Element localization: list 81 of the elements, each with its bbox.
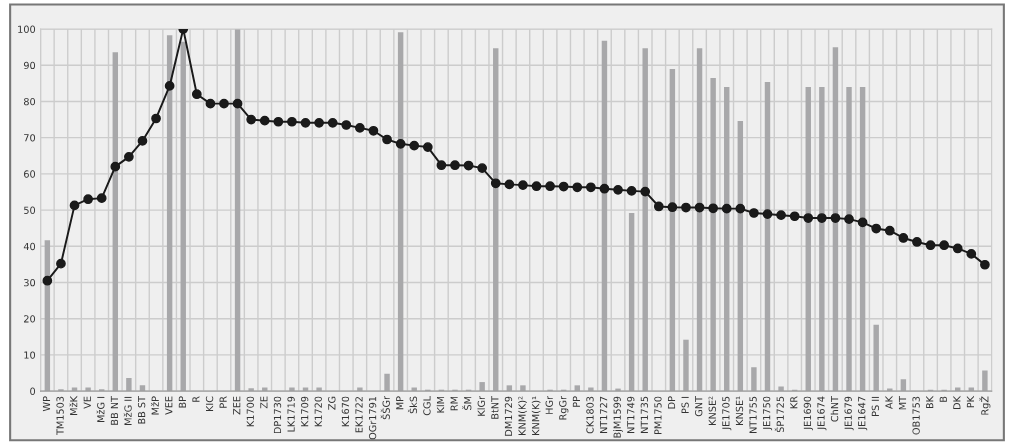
y-tick-label: 70 [24,134,36,142]
x-tick-label: HGr [545,395,553,414]
y-tick-label: 100 [18,25,36,33]
x-tick-label: NT1735 [640,396,649,433]
x-tick-label: K1709 [300,396,309,427]
y-tick-label: 20 [24,315,36,323]
y-tick-label: 10 [24,351,36,359]
x-tick-label: MP [396,396,404,410]
x-tick-label: BjM1599 [613,396,623,438]
y-tick-label: 90 [23,61,36,70]
y-tick-label: 50 [24,206,36,214]
x-tick-label: RM [450,396,458,411]
x-tick-label: K1720 [314,396,322,427]
x-tick-label: KNSE¹ [735,396,744,425]
x-tick-label: KNM(K)¹ [531,396,541,435]
x-tick-label: JE1705 [722,396,732,431]
x-tick-label: DM1729 [504,396,513,436]
x-tick-label: PP [572,396,580,407]
x-tick-label: MžG I [96,396,105,423]
x-tick-label: NT1749 [627,396,635,433]
x-tick-label: ŠkS [407,396,418,414]
x-tick-label: ZE [260,396,268,409]
x-tick-label: R [192,396,200,402]
x-tick-label: ZEE [233,396,241,415]
x-tick-label: ŠP1725 [774,396,784,433]
x-tick-label: KNSE² [708,396,716,425]
x-tick-label: MžK [69,395,78,415]
x-tick-label: JE1647 [858,396,868,431]
x-tick-label: ŠŠGr [380,395,390,420]
x-tick-label: K1700 [246,396,254,427]
x-tick-label: CK1803 [586,396,594,434]
x-tick-label: NT1727 [599,396,608,433]
y-tick-label: 80 [23,97,36,106]
x-tick-label: BP [178,396,186,408]
y-tick-label: 30 [24,278,36,287]
x-tick-label: PR [219,396,227,408]
x-tick-label: B [939,396,947,402]
x-tick-label: PS I [681,396,689,414]
x-tick-label: AK [885,395,893,409]
y-tick-label: 60 [24,170,36,178]
x-tick-label: EK1722 [355,396,363,433]
x-tick-label: K1670 [341,396,350,427]
x-tick-label: NT1755 [749,396,757,433]
x-tick-label: PM1750 [654,396,662,435]
x-tick-label: ChNT [830,395,839,422]
x-tick-label: JE1679 [844,396,854,431]
x-tick-label: LK1719 [287,396,295,432]
x-tick-label: OGr1791 [368,396,377,440]
x-tick-label: KlGr [477,395,485,416]
x-tick-label: DK [953,395,961,409]
x-tick-label: JE1750 [762,396,773,431]
x-tick-label: BtNT [491,395,499,419]
x-tick-label: RgGr [559,395,569,420]
x-tick-label: KNM(K)² [518,396,527,435]
x-tick-label: MžP [150,396,159,415]
x-tick-label: VE [83,396,91,409]
x-tick-label: WP [42,396,51,412]
x-tick-label: MT [898,395,907,410]
x-tick-label: CGL [423,396,431,416]
x-tick-label: ŠM [462,396,472,410]
y-tick-label: 0 [30,387,36,395]
x-tick-label: BB ST [137,395,146,424]
x-tick-label: TM1503 [56,396,64,436]
y-tick-label: 40 [23,242,36,251]
x-tick-label: GNT [695,395,703,417]
x-tick-label: RgŽ [979,396,991,415]
x-tick-label: KR [790,396,798,409]
x-tick-label: BB NT [110,395,118,425]
x-tick-label: DP1730 [273,396,282,434]
x-tick-label: BK [926,395,934,409]
x-tick-label: VEE [165,396,173,415]
x-tick-label: PS II [871,396,880,416]
x-tick-label: KlM [436,396,445,413]
x-tick-label: JE1690 [803,396,813,431]
x-tick-label: ZG [328,396,336,410]
x-tick-label: JE1674 [817,396,827,431]
x-tick-label: OB1753 [912,396,920,435]
x-tick-label: DP [667,396,676,409]
x-tick-label: MžG II [123,396,132,425]
x-tick-label: PK [966,395,974,408]
x-tick-label: KIC [205,396,214,412]
